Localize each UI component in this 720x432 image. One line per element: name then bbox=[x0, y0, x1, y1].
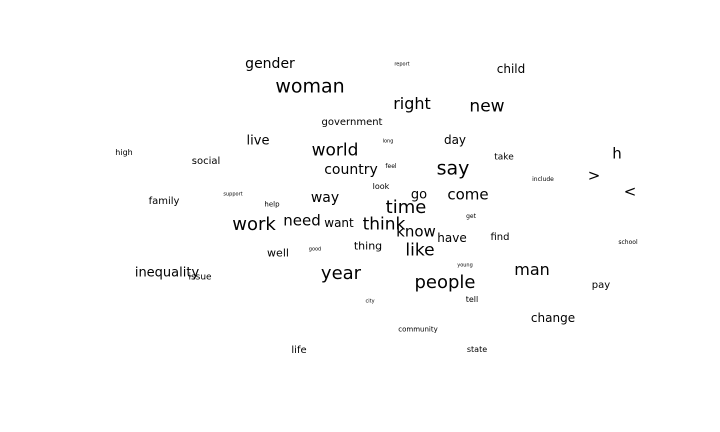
word-long: long bbox=[382, 138, 394, 145]
word-gt: > bbox=[587, 166, 601, 185]
word-way: way bbox=[310, 190, 340, 206]
word-new: new bbox=[469, 96, 505, 117]
word-social: social bbox=[191, 156, 221, 167]
word-inequality: inequality bbox=[134, 265, 200, 281]
word-find: find bbox=[490, 232, 510, 243]
word-need: need bbox=[283, 211, 321, 230]
word-say: say bbox=[436, 157, 470, 180]
word-support: support bbox=[223, 191, 243, 198]
word-h: h bbox=[612, 144, 622, 163]
word-gender: gender bbox=[245, 56, 295, 72]
word-child: child bbox=[496, 62, 526, 76]
word-good: good bbox=[308, 246, 322, 253]
word-know: know bbox=[396, 222, 436, 241]
word-get: get bbox=[466, 213, 476, 220]
word-school: school bbox=[618, 239, 638, 246]
word-thing: thing bbox=[353, 239, 383, 253]
word-right: right bbox=[393, 94, 431, 113]
word-like: like bbox=[405, 240, 435, 261]
word-work: work bbox=[232, 214, 276, 235]
word-issue: issue bbox=[188, 272, 212, 283]
word-take: take bbox=[494, 152, 514, 163]
word-day: day bbox=[443, 133, 467, 147]
word-live: live bbox=[246, 133, 270, 149]
word-have: have bbox=[437, 231, 467, 245]
word-think: think bbox=[362, 214, 406, 235]
word-go: go bbox=[410, 187, 428, 203]
word-year: year bbox=[320, 263, 362, 284]
word-want: want bbox=[324, 216, 354, 230]
word-high: high bbox=[115, 148, 133, 157]
word-young: young bbox=[457, 262, 473, 269]
word-city: city bbox=[365, 298, 375, 305]
word-family: family bbox=[148, 196, 180, 207]
word-woman: woman bbox=[275, 75, 345, 98]
word-feel: feel bbox=[385, 163, 397, 170]
word-world: world bbox=[311, 140, 359, 161]
word-well: well bbox=[267, 246, 289, 260]
word-lt: < bbox=[623, 182, 637, 201]
word-life: life bbox=[291, 345, 307, 356]
word-man: man bbox=[514, 260, 550, 279]
word-government: government bbox=[321, 117, 383, 128]
word-look: look bbox=[372, 182, 390, 191]
word-community: community bbox=[398, 325, 438, 334]
word-come: come bbox=[447, 185, 489, 204]
word-country: country bbox=[324, 162, 378, 178]
word-pay: pay bbox=[591, 280, 611, 291]
word-change: change bbox=[530, 311, 576, 325]
word-people: people bbox=[414, 272, 476, 293]
word-report: report bbox=[394, 61, 410, 68]
word-include: include bbox=[532, 176, 554, 183]
word-state: state bbox=[466, 345, 488, 354]
word-help: help bbox=[264, 200, 280, 209]
word-tell: tell bbox=[465, 295, 479, 304]
word-time: time bbox=[385, 197, 427, 218]
